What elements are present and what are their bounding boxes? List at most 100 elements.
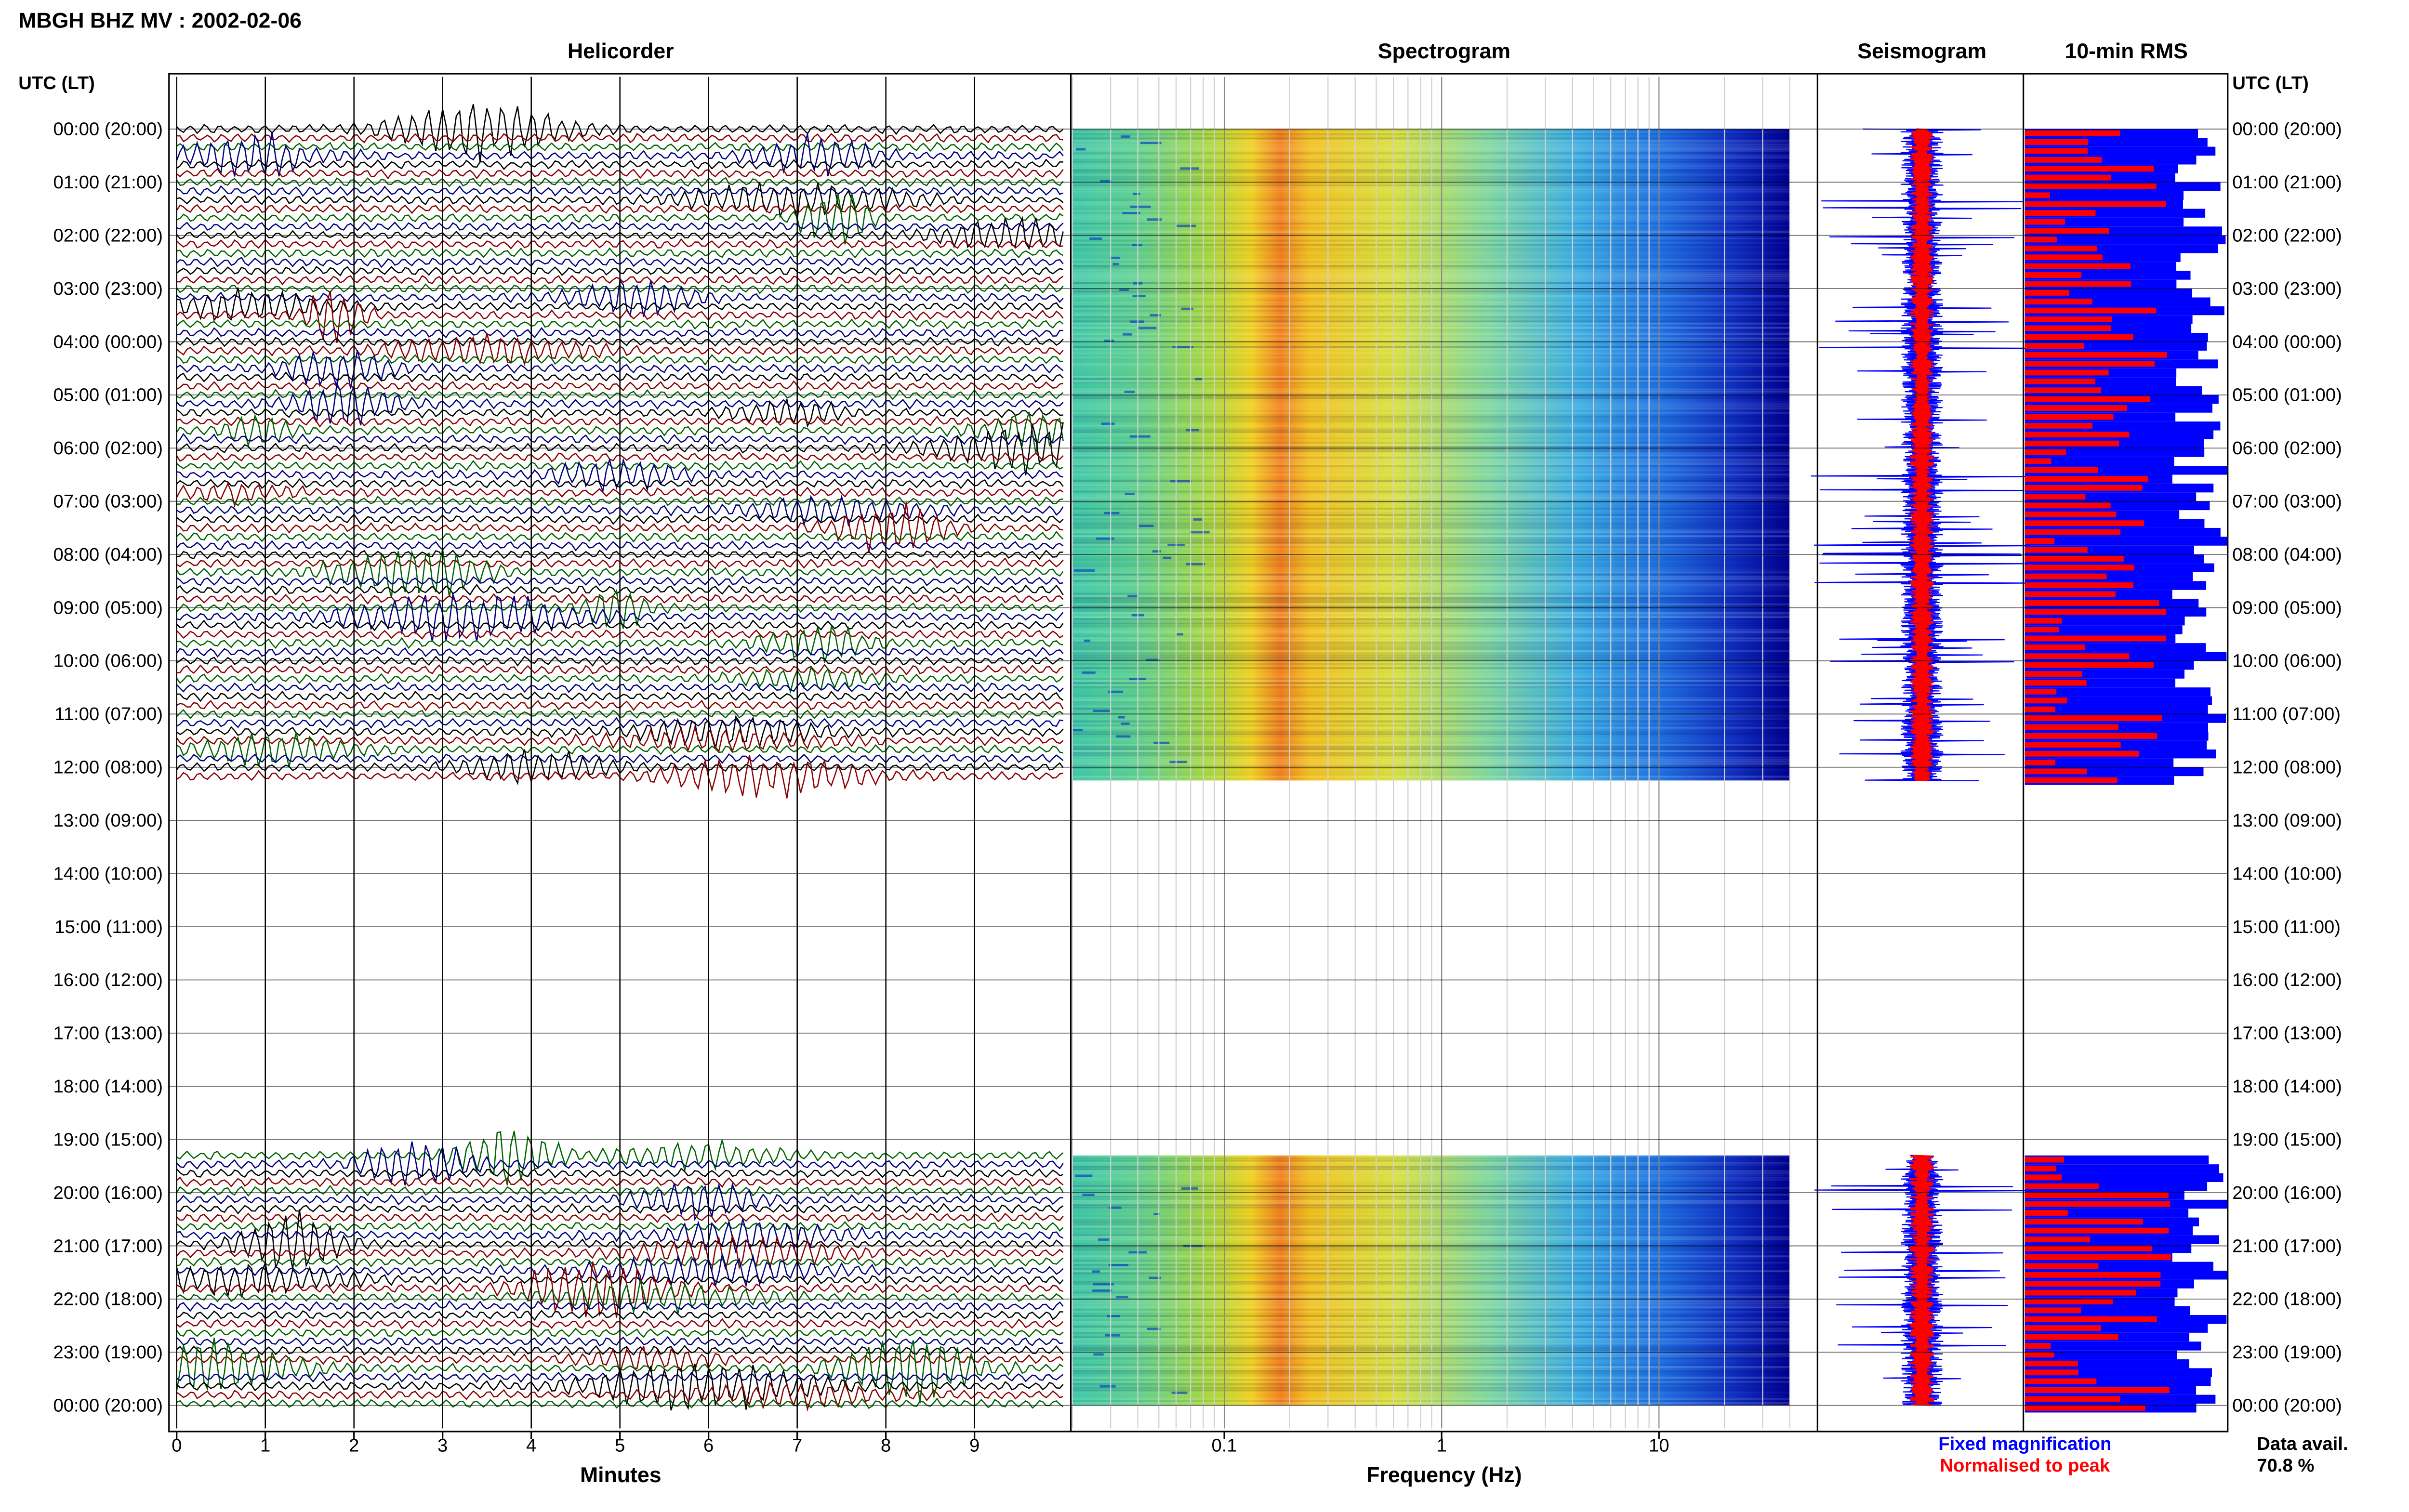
rms-normalised-bar bbox=[2025, 157, 2102, 163]
spectrogram-stripe bbox=[1072, 712, 1790, 714]
spectrogram-stripe bbox=[1105, 1334, 1120, 1337]
spectrogram-stripe bbox=[1072, 716, 1790, 718]
spectrogram-stripe bbox=[1072, 535, 1790, 538]
spectrogram-stripe bbox=[1072, 1392, 1790, 1394]
rms-normalised-bar bbox=[2025, 289, 2070, 296]
spectrogram-stripe bbox=[1072, 182, 1790, 184]
spectrogram-stripe bbox=[1072, 1381, 1790, 1383]
time-tick-label-right: 17:00 (13:00) bbox=[2232, 1023, 2342, 1044]
spectrogram-stripe bbox=[1072, 176, 1790, 178]
rms-normalised-bar bbox=[2025, 688, 2057, 695]
spectrogram-stripe bbox=[1072, 337, 1790, 340]
spectrogram-stripe bbox=[1072, 701, 1790, 703]
spectrogram-stripe bbox=[1072, 452, 1790, 454]
spectrogram-stripe bbox=[1129, 435, 1151, 438]
spectrogram-stripe bbox=[1072, 657, 1790, 658]
spectrogram-stripe bbox=[1072, 644, 1790, 646]
spectrogram-stripe bbox=[1072, 663, 1790, 665]
spectrogram-stripe bbox=[1072, 1247, 1790, 1249]
spectrogram-stripe bbox=[1072, 188, 1790, 191]
rms-normalised-bar bbox=[2025, 343, 2084, 349]
rms-normalised-bar bbox=[2025, 538, 2055, 544]
spectrogram-stripe bbox=[1072, 1166, 1790, 1168]
rms-normalised-bar bbox=[2025, 352, 2167, 358]
spectrogram-stripe bbox=[1072, 271, 1790, 274]
rms-normalised-bar bbox=[2025, 547, 2088, 553]
spectrogram-stripe bbox=[1072, 686, 1790, 688]
seismogram-title: Seismogram bbox=[1857, 39, 1986, 63]
time-tick-label-left: 21:00 (17:00) bbox=[53, 1236, 163, 1256]
spectrogram-stripe bbox=[1072, 533, 1790, 535]
rms-normalised-bar bbox=[2025, 511, 2117, 517]
spectrogram-stripe bbox=[1072, 1202, 1790, 1204]
rms-normalised-bar bbox=[2025, 742, 2121, 748]
spectrogram-stripe bbox=[1072, 490, 1790, 493]
spectrogram-stripe bbox=[1072, 1157, 1790, 1160]
rms-normalised-bar bbox=[2025, 1316, 2157, 1322]
spectrogram-stripe bbox=[1072, 737, 1790, 739]
spectrogram-stripe bbox=[1072, 1329, 1790, 1332]
spectrogram-stripe bbox=[1072, 469, 1790, 472]
spectrogram-stripe bbox=[1072, 412, 1790, 414]
rms-normalised-bar bbox=[2025, 174, 2111, 181]
spectrogram-stripe bbox=[1072, 252, 1790, 254]
rms-normalised-bar bbox=[2025, 1298, 2113, 1304]
rms-normalised-bar bbox=[2025, 671, 2082, 677]
spectrogram-stripe bbox=[1082, 671, 1096, 674]
spectrogram-stripe bbox=[1072, 1304, 1790, 1306]
spectrogram-stripe bbox=[1072, 218, 1790, 221]
spectrogram-stripe bbox=[1072, 248, 1790, 250]
spectrogram-stripe bbox=[1072, 778, 1790, 780]
spectrogram-stripe bbox=[1072, 137, 1790, 140]
spectrogram-stripe bbox=[1072, 250, 1790, 252]
spectrogram-stripe bbox=[1072, 550, 1790, 552]
spectrogram-stripe bbox=[1072, 399, 1790, 401]
rms-normalised-bar bbox=[2025, 600, 2159, 606]
spectrogram-stripe bbox=[1072, 167, 1790, 170]
rms-normalised-bar bbox=[2025, 565, 2134, 571]
spectrogram-stripe bbox=[1163, 556, 1172, 559]
spectrogram-stripe bbox=[1072, 331, 1790, 333]
time-tick-label-left: 11:00 (07:00) bbox=[54, 704, 163, 724]
spectrogram-stripe bbox=[1072, 1255, 1790, 1258]
spectrogram-stripe bbox=[1099, 1385, 1116, 1388]
spectrogram-stripe bbox=[1072, 376, 1790, 378]
spectrogram-stripe bbox=[1072, 131, 1790, 133]
spectrogram-stripe bbox=[1072, 265, 1790, 267]
spectrogram-stripe bbox=[1072, 639, 1790, 642]
spectrogram-stripe bbox=[1072, 631, 1790, 633]
spectrogram-stripe bbox=[1072, 210, 1790, 212]
spectrogram-stripe bbox=[1072, 1251, 1790, 1253]
spectrogram-stripe bbox=[1132, 244, 1142, 247]
spectrogram-stripe bbox=[1072, 618, 1790, 620]
time-axis-label-right: UTC (LT) bbox=[2232, 73, 2309, 93]
spectrogram-stripe bbox=[1072, 673, 1790, 676]
spectrogram-stripe bbox=[1072, 212, 1790, 214]
spectrogram-stripe bbox=[1100, 180, 1112, 183]
spectrogram-stripe bbox=[1072, 173, 1790, 176]
spectrogram-stripe bbox=[1072, 314, 1790, 316]
spectrogram-stripe bbox=[1072, 254, 1790, 256]
spectrogram-stripe bbox=[1072, 714, 1790, 716]
spectrogram-stripe bbox=[1072, 1234, 1790, 1236]
rms-fixed-bar bbox=[2025, 235, 2226, 245]
spectrogram-stripe bbox=[1072, 520, 1790, 522]
rms-normalised-bar bbox=[2025, 609, 2167, 615]
spectrogram-stripe bbox=[1072, 286, 1790, 289]
spectrogram-stripe bbox=[1072, 1368, 1790, 1370]
time-tick-label-left: 23:00 (19:00) bbox=[53, 1342, 163, 1363]
spectrogram-stripe bbox=[1072, 1336, 1790, 1339]
spectrogram-stripe bbox=[1072, 731, 1790, 733]
spectrogram-stripe bbox=[1072, 223, 1790, 225]
spectrogram-stripe bbox=[1072, 658, 1790, 661]
rms-normalised-bar bbox=[2025, 245, 2097, 251]
spectrogram-stripe bbox=[1072, 1272, 1790, 1275]
spectrogram-stripe bbox=[1072, 1281, 1790, 1283]
spectrogram-stripe bbox=[1072, 475, 1790, 478]
spectrogram-stripe bbox=[1072, 478, 1790, 480]
rms-normalised-bar bbox=[2025, 263, 2131, 269]
time-tick-label-right: 21:00 (17:00) bbox=[2232, 1236, 2342, 1256]
spectrogram-stripe bbox=[1119, 289, 1129, 291]
spectrogram-stripe bbox=[1072, 1253, 1790, 1255]
rms-normalised-bar bbox=[2025, 573, 2107, 579]
